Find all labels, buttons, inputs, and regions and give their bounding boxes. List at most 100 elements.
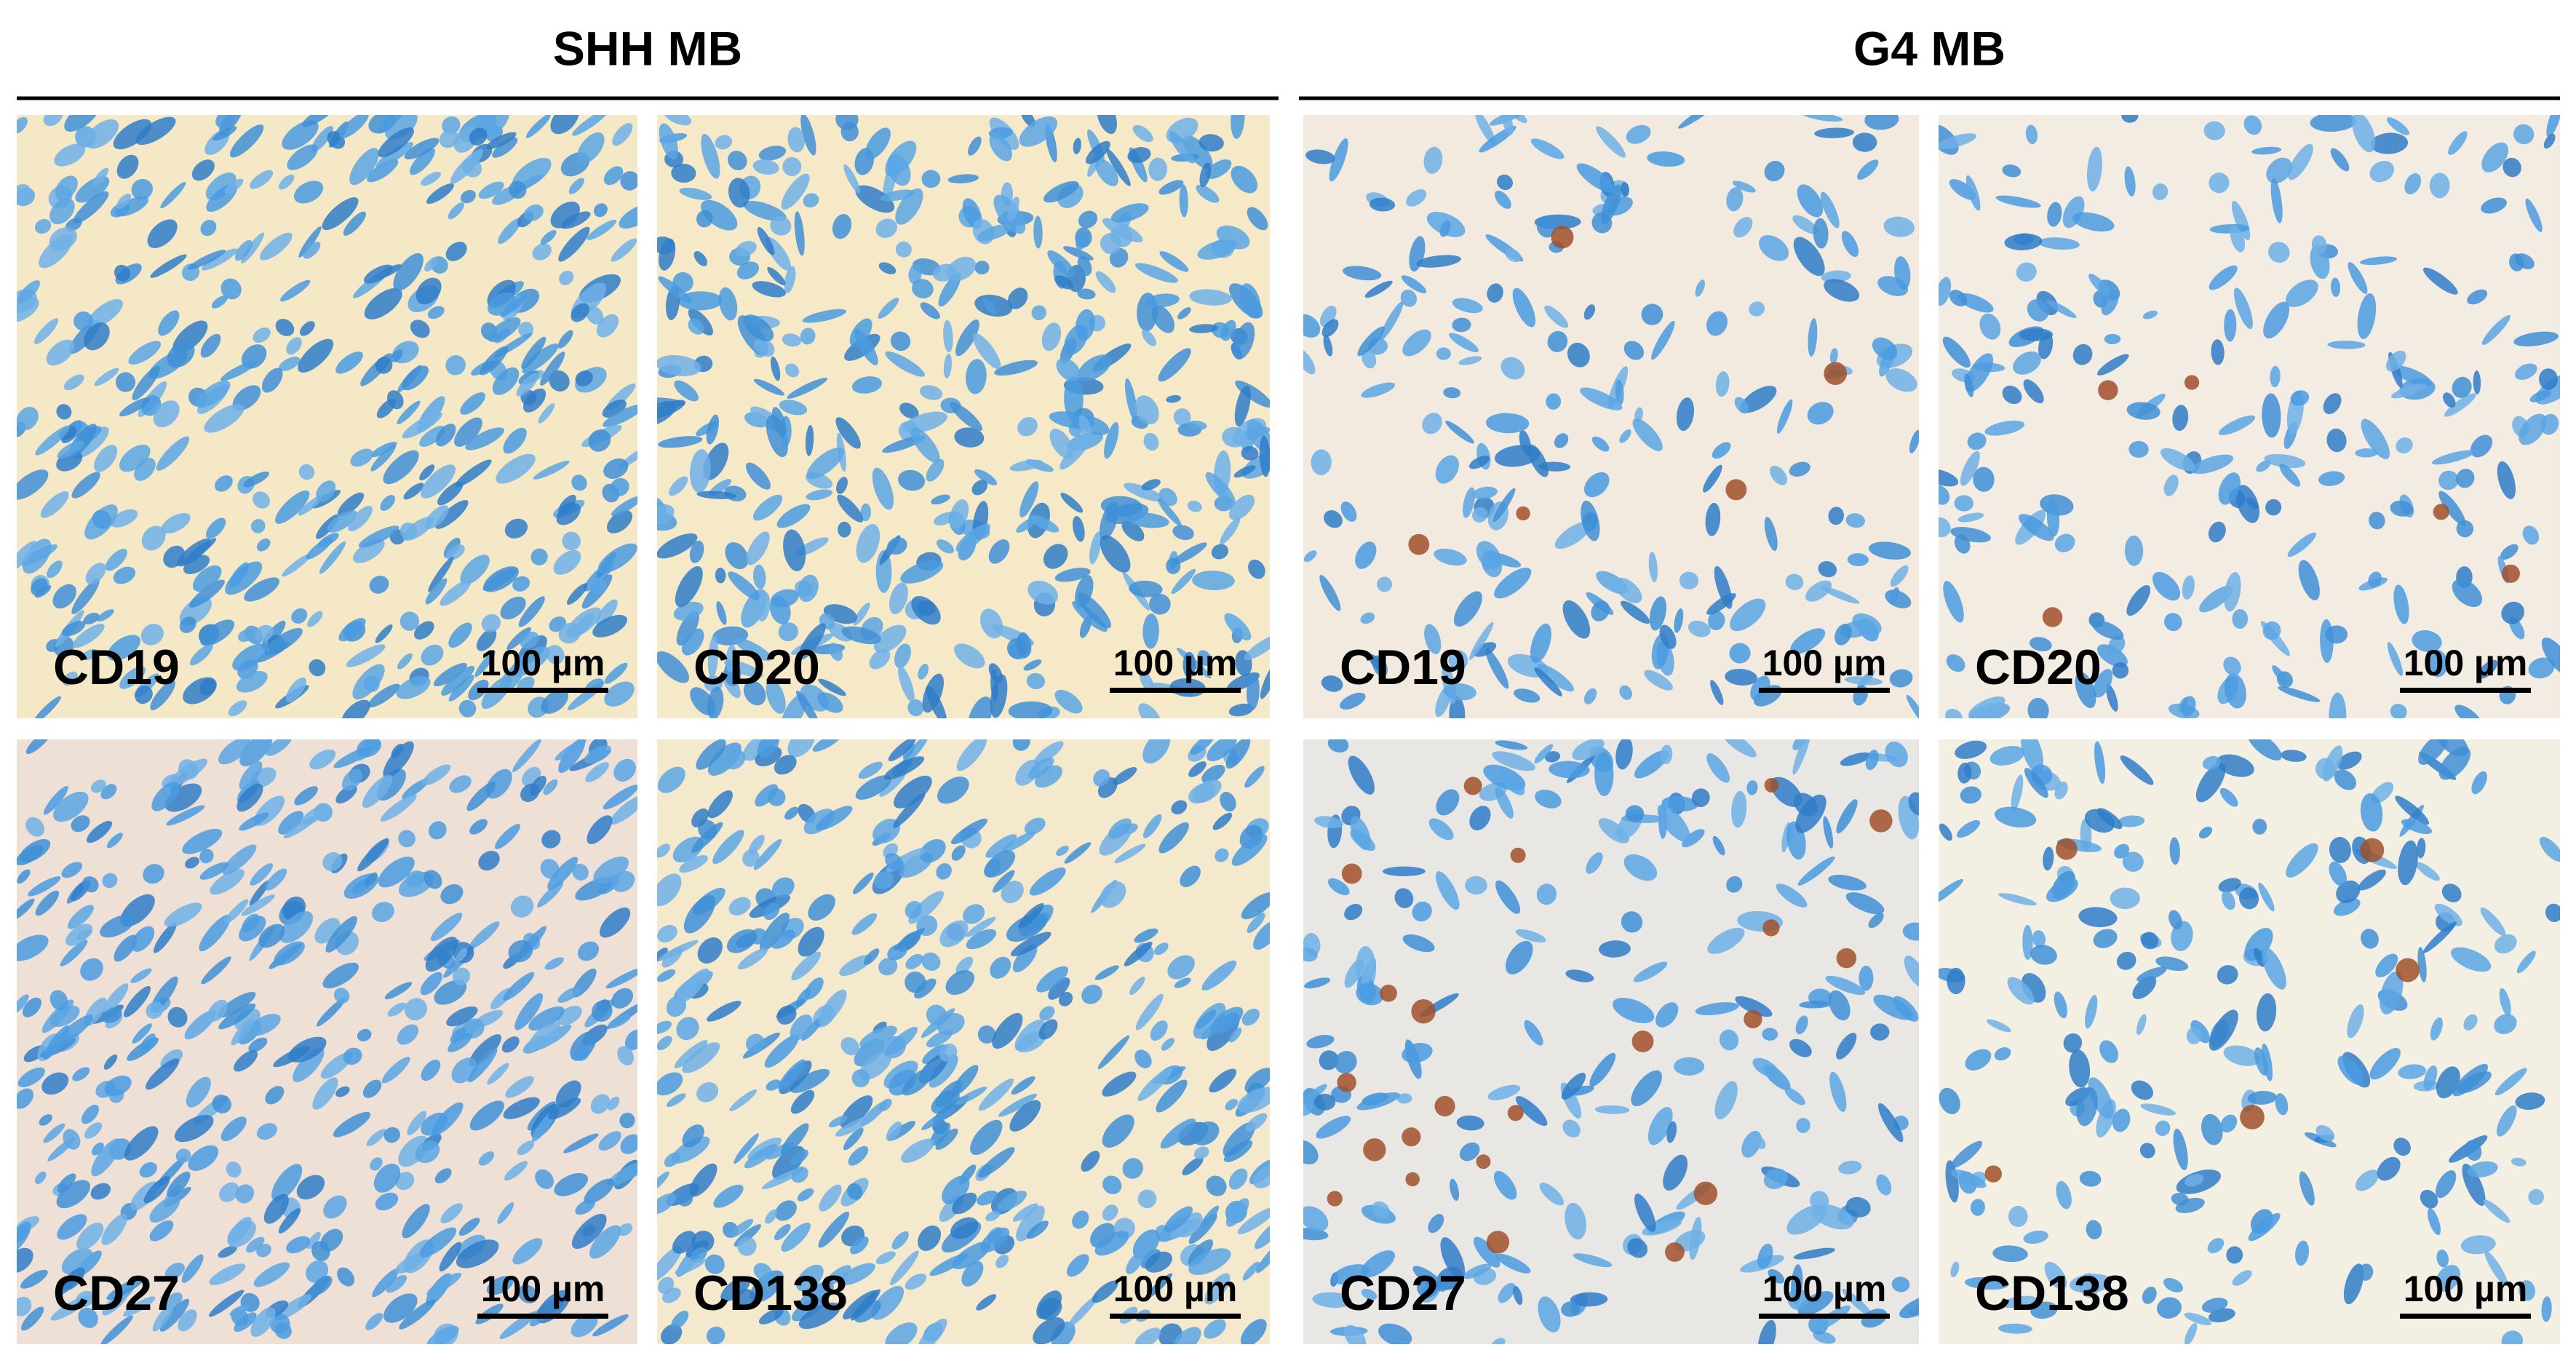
nucleus [871,1286,905,1320]
nucleus [1939,277,1952,306]
nucleus [658,276,692,303]
nucleus [1868,913,1884,929]
nucleus [592,1000,613,1022]
nucleus [2019,514,2054,541]
nucleus [945,969,974,996]
nucleus [728,897,751,916]
nucleus [2398,1064,2426,1079]
nucleus [2480,908,2506,936]
nucleus [611,496,637,517]
nucleus [1491,1338,1506,1344]
nucleus [1764,517,1778,552]
nucleus [1039,1006,1055,1021]
nucleus [143,864,164,884]
nucleus [393,253,424,291]
nucleus [736,261,759,279]
nucleus [1191,1121,1220,1145]
nucleus [1544,751,1561,763]
nucleus [926,1030,953,1048]
nucleus [2152,183,2168,201]
nucleus [316,998,346,1027]
nucleus [383,741,414,779]
nucleus [220,360,258,381]
nucleus [737,948,768,970]
nucleus [370,441,397,458]
nucleus [791,1166,808,1183]
nucleus [1790,628,1826,654]
nucleus [1137,1068,1172,1101]
nucleus [819,989,847,1025]
nucleus [258,924,285,948]
nucleus [1100,535,1131,573]
nucleus [242,913,260,932]
scale-bar-label: 100 µm [1762,643,1887,683]
nucleus [1834,624,1852,646]
nucleus [234,239,253,261]
nucleus [492,137,518,158]
nucleus [71,815,90,833]
nucleus [1676,397,1695,432]
nucleus [1536,215,1556,238]
nucleus [2484,1250,2508,1287]
nucleus [790,1089,815,1114]
nucleus [803,193,819,208]
nucleus [2032,930,2046,948]
nucleus [1153,942,1169,956]
nucleus [800,327,816,345]
nucleus [774,755,797,775]
nucleus [1187,500,1202,512]
stained-cell [1463,777,1482,795]
nucleus [335,1086,350,1097]
nucleus [1149,593,1171,615]
nucleus [421,1112,448,1136]
nucleus [1535,790,1562,809]
nucleus [301,115,335,127]
nucleus [943,319,953,353]
nucleus [2435,1170,2457,1199]
nucleus [1757,1243,1773,1269]
nucleus [2358,1263,2374,1281]
nucleus [1762,1028,1778,1041]
nucleus [279,279,311,302]
nucleus [1663,1154,1688,1191]
nucleus [2232,609,2249,630]
nucleus [796,1264,824,1292]
nucleus [102,1007,122,1024]
nucleus [41,1072,69,1095]
nucleus [391,349,403,362]
nucleus [327,510,357,533]
nucleus [894,928,925,950]
nucleus [548,1097,581,1120]
nucleus [2248,1212,2281,1242]
nucleus [1112,766,1137,785]
nucleus [955,956,974,975]
nucleus [243,471,269,488]
nucleus [1254,1219,1270,1250]
nucleus [1973,466,1995,492]
nucleus [2203,121,2225,140]
stained-cell [1411,998,1436,1024]
nucleus [1445,421,1474,444]
nucleus [255,624,274,642]
nucleus [2030,945,2057,965]
nucleus [966,929,997,950]
nucleus [2514,363,2537,380]
nucleus [1360,612,1375,624]
nucleus [437,481,464,506]
nucleus [2218,472,2241,505]
nucleus [2437,739,2468,757]
nucleus [787,739,815,758]
nucleus [718,287,738,321]
nucleus [370,445,397,472]
nucleus [891,1231,909,1250]
nucleus [2023,379,2044,404]
nucleus [2069,1049,2091,1088]
nucleus [2361,929,2379,949]
nucleus [106,833,123,849]
nucleus [657,1193,677,1215]
nucleus [1943,581,1964,623]
nucleus [781,173,810,210]
nucleus [2513,331,2559,347]
nucleus [82,648,98,661]
nucleus [2140,1103,2176,1116]
